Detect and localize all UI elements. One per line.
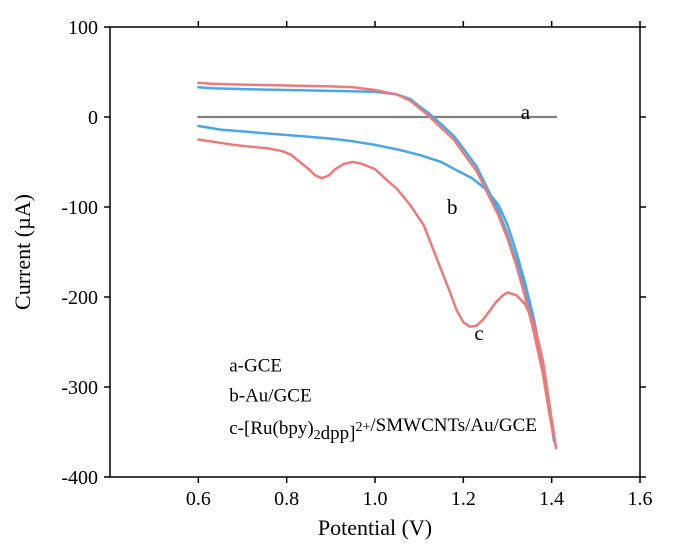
x-tick-label: 0.8 <box>274 488 299 510</box>
x-tick-label: 1.6 <box>628 488 653 510</box>
x-axis-title: Potential (V) <box>318 515 432 540</box>
y-tick-label: -300 <box>61 377 98 399</box>
x-tick-label: 1.0 <box>363 488 388 510</box>
x-tick-label: 1.2 <box>451 488 476 510</box>
y-tick-label: -400 <box>61 467 98 489</box>
y-axis-title: Current (µA) <box>10 194 35 310</box>
chart-svg: 0.6 0.8 1.0 1.2 1.4 1.6 -400 -300 -200 -100 0 100 Po… <box>0 0 685 545</box>
x-tick-label: 1.4 <box>539 488 564 510</box>
y-tick-label: -200 <box>61 287 98 309</box>
y-tick-label: -100 <box>61 197 98 219</box>
curve-label-b: b <box>447 195 458 219</box>
legend-line-1: b-Au/GCE <box>229 385 311 406</box>
y-tick-label: 0 <box>88 107 98 129</box>
x-tick-label: 0.6 <box>186 488 211 510</box>
legend-line-0: a-GCE <box>229 356 282 377</box>
plot-background <box>0 0 685 545</box>
curve-label-c: c <box>474 321 483 345</box>
cv-chart: 0.6 0.8 1.0 1.2 1.4 1.6 -400 -300 -200 -100 0 100 Po… <box>0 0 685 545</box>
curve-label-a: a <box>521 100 531 124</box>
y-tick-label: 100 <box>68 17 98 39</box>
